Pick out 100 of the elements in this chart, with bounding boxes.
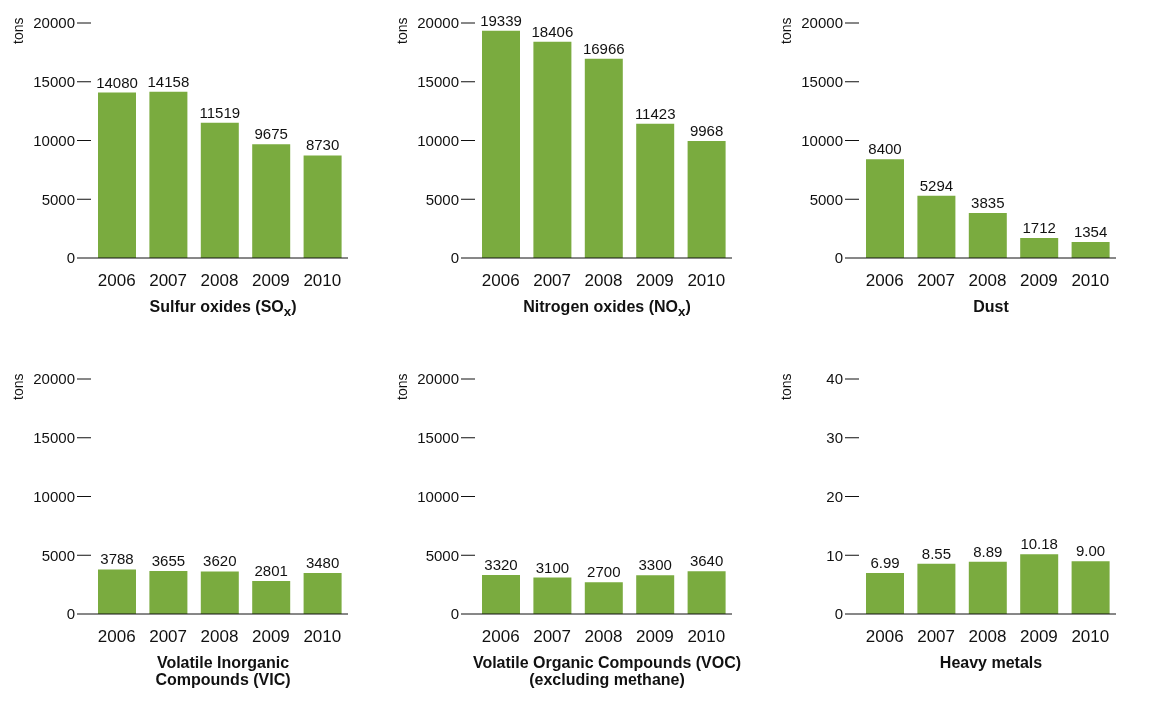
y-axis-title: tons <box>778 17 794 44</box>
y-tick-label: 15000 <box>33 429 75 447</box>
x-tick-label: 2010 <box>1071 271 1110 291</box>
bar <box>584 58 623 258</box>
data-label: 10.18 <box>1020 535 1058 553</box>
y-tick-label: 0 <box>834 249 843 267</box>
x-tick-label: 2008 <box>200 271 239 291</box>
bar <box>687 571 726 614</box>
x-tick-label: 2006 <box>865 627 904 647</box>
bar <box>1020 237 1059 258</box>
data-label: 3640 <box>689 552 724 570</box>
y-tick-label: 20000 <box>33 370 75 388</box>
data-label: 8730 <box>305 136 340 154</box>
text: Nitrogen oxides (NO$_{x}$) <box>522 298 692 321</box>
bar <box>482 574 520 614</box>
bar <box>1071 242 1110 258</box>
y-tick-label: 0 <box>66 605 75 623</box>
text: Sulfur oxides (SO$_{x}$) <box>148 298 298 321</box>
data-label: 14158 <box>147 72 190 90</box>
x-tick-label: 2008 <box>968 627 1007 647</box>
y-tick-label: 20000 <box>801 14 843 32</box>
y-tick-label: 5000 <box>425 546 459 564</box>
data-label: 14080 <box>96 73 138 91</box>
data-label: 9968 <box>689 121 724 139</box>
x-tick-label: 2007 <box>149 271 188 291</box>
text: Volatile Organic Compounds (VOC) (excluding methane) <box>471 654 743 688</box>
data-label: 2700 <box>587 563 621 581</box>
x-tick-label: 2010 <box>687 627 726 647</box>
y-tick-label: 10000 <box>417 131 459 149</box>
y-tick-label: 15000 <box>417 73 459 91</box>
y-tick-label: 15000 <box>33 73 75 91</box>
bar <box>636 123 675 258</box>
bar <box>533 41 572 258</box>
x-tick-label: 2009 <box>635 627 674 647</box>
y-tick-label: 0 <box>66 249 75 267</box>
data-label: 9675 <box>254 125 288 143</box>
x-tick-label: 2008 <box>584 627 623 647</box>
y-tick-label: 40 <box>826 370 843 388</box>
x-tick-label: 2006 <box>97 271 136 291</box>
x-tick-label: 2006 <box>481 627 520 647</box>
data-label: 2801 <box>254 562 288 580</box>
data-label: 19339 <box>480 11 522 29</box>
x-tick-label: 2007 <box>917 627 956 647</box>
y-tick-label: 15000 <box>801 73 843 91</box>
y-tick-label: 5000 <box>41 546 75 564</box>
y-tick-label: 5000 <box>809 190 843 208</box>
x-tick-label: 2009 <box>635 271 674 291</box>
data-label: 3320 <box>484 555 518 573</box>
data-label: 9.00 <box>1076 542 1106 560</box>
y-tick-label: 30 <box>826 429 843 447</box>
bar <box>98 92 136 258</box>
y-tick-label: 0 <box>834 605 843 623</box>
data-label: 8.55 <box>921 544 951 562</box>
data-label: 3788 <box>100 550 134 568</box>
text: Volatile Inorganic Compounds (VIC) <box>154 654 292 688</box>
y-axis-title: tons <box>394 373 410 400</box>
data-label: 3655 <box>151 552 186 570</box>
data-label: 3835 <box>971 193 1005 211</box>
x-tick-label: 2009 <box>251 271 290 291</box>
x-tick-label: 2006 <box>97 627 136 647</box>
bar <box>149 91 188 258</box>
x-tick-label: 2007 <box>149 627 188 647</box>
bar <box>252 144 291 258</box>
data-label: 16966 <box>582 39 625 57</box>
y-tick-label: 10000 <box>33 131 75 149</box>
data-label: 5294 <box>919 176 954 194</box>
y-tick-label: 20000 <box>417 370 459 388</box>
x-tick-label: 2007 <box>533 271 572 291</box>
y-tick-label: 10000 <box>33 487 75 505</box>
x-tick-label: 2008 <box>200 627 239 647</box>
y-axis-title: tons <box>778 373 794 400</box>
y-axis-title: tons <box>10 373 26 400</box>
x-tick-label: 2006 <box>481 271 520 291</box>
y-tick-label: 10 <box>826 546 843 564</box>
x-tick-label: 2006 <box>865 271 904 291</box>
y-tick-label: 10000 <box>801 131 843 149</box>
data-label: 1712 <box>1022 218 1056 236</box>
bar <box>687 140 726 258</box>
text: Heavy metals <box>938 654 1044 671</box>
bar <box>917 195 956 258</box>
y-tick-label: 0 <box>450 249 459 267</box>
y-tick-label: 15000 <box>417 429 459 447</box>
x-tick-label: 2009 <box>1019 627 1058 647</box>
x-tick-label: 2010 <box>303 271 342 291</box>
x-tick-label: 2007 <box>917 271 956 291</box>
x-tick-label: 2010 <box>303 627 342 647</box>
bar <box>482 30 520 258</box>
bar <box>866 159 904 258</box>
y-axis-title: tons <box>10 17 26 44</box>
bar <box>636 575 675 614</box>
x-tick-label: 2008 <box>584 271 623 291</box>
bar <box>968 212 1007 258</box>
y-tick-label: 0 <box>450 605 459 623</box>
bar <box>584 582 623 614</box>
data-label: 3100 <box>535 558 570 576</box>
data-label: 3480 <box>305 554 340 572</box>
x-tick-label: 2009 <box>1019 271 1058 291</box>
x-tick-label: 2008 <box>968 271 1007 291</box>
y-tick-label: 20 <box>826 487 843 505</box>
bar <box>200 122 239 258</box>
